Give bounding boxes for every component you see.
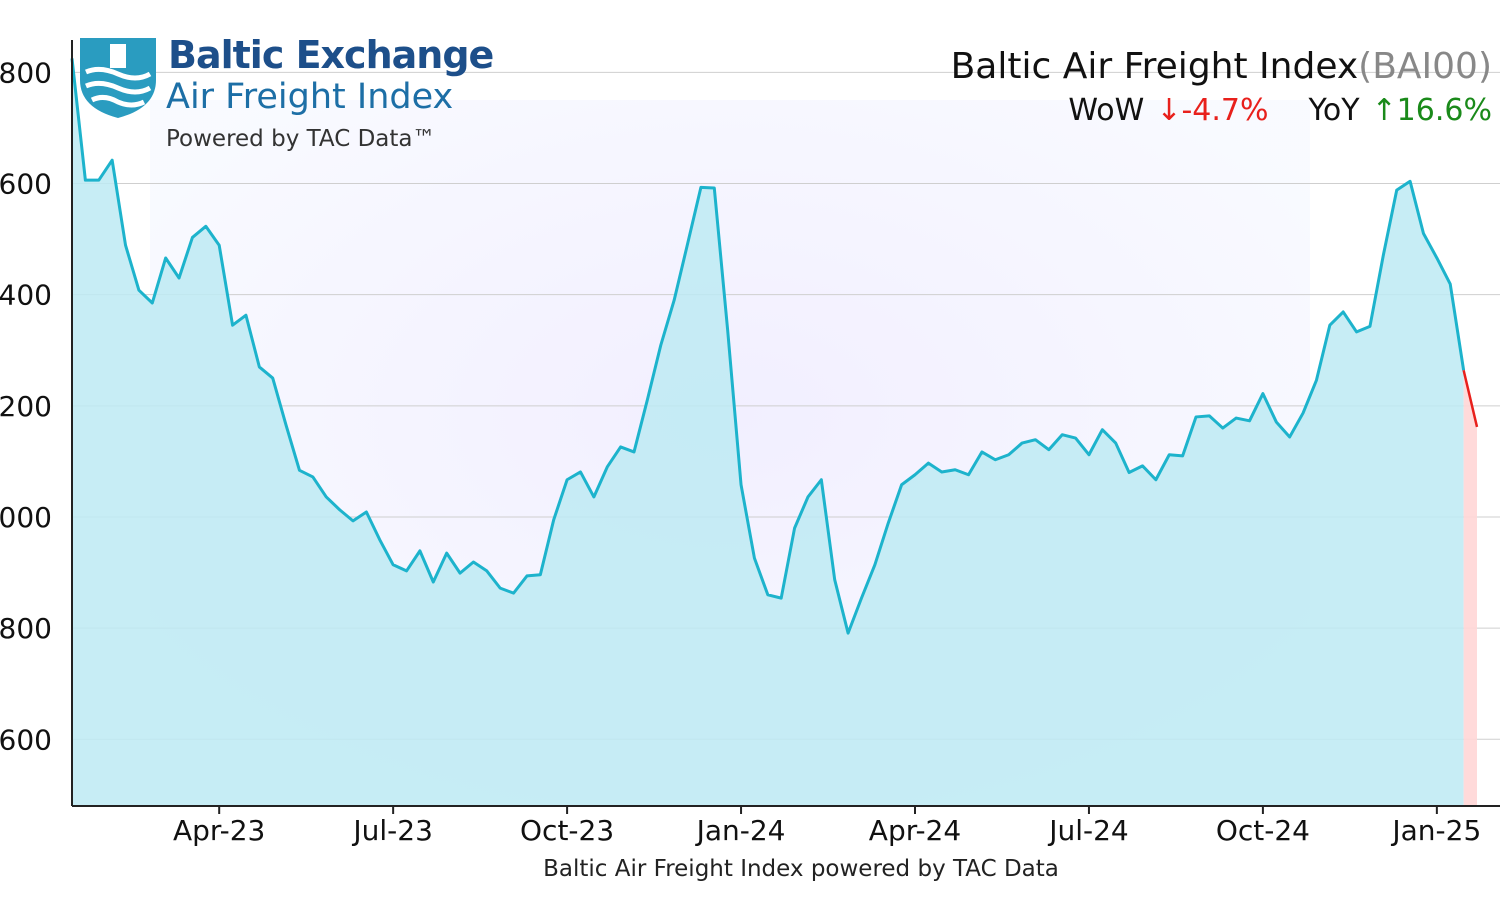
change-area [1463, 370, 1477, 806]
changes: WoW ↓-4.7% YoY ↑16.6% [1068, 93, 1492, 128]
x-tick-label: Apr-24 [869, 814, 961, 847]
x-tick-label: Jan-24 [695, 814, 786, 847]
ticks: 1600 1800 2000 2200 2400 2600 2800 Apr-23 Jul-23… [0, 56, 1481, 847]
x-tick-label: Jul-24 [1047, 814, 1129, 847]
logo: Baltic Exchange Air Freight Index Powere… [80, 33, 494, 152]
y-tick-label: 2200 [0, 390, 52, 423]
yoy-label: YoY [1308, 93, 1361, 128]
x-tick-label: Jan-25 [1390, 814, 1481, 847]
title-text: Baltic Air Freight Index [951, 46, 1359, 87]
y-tick-label: 2600 [0, 168, 52, 201]
chart-title: Baltic Air Freight Index(BAI00) [951, 46, 1492, 87]
y-tick-label: 2800 [0, 56, 52, 89]
wow-label: WoW [1068, 93, 1144, 128]
logo-subtitle: Air Freight Index [166, 77, 453, 117]
y-tick-label: 2000 [0, 501, 52, 534]
y-tick-label: 1600 [0, 723, 52, 756]
change-line [1462, 369, 1479, 428]
logo-credit: Powered by TAC Data™ [166, 126, 436, 152]
x-tick-label: Oct-23 [520, 814, 614, 847]
line [70, 58, 1466, 635]
y-tick-label: 1800 [0, 612, 52, 645]
logo-waves [85, 66, 152, 108]
x-axis-label: Baltic Air Freight Index powered by TAC … [543, 856, 1059, 882]
x-tick-label: Apr-23 [173, 814, 265, 847]
logo-tower [110, 44, 126, 68]
logo-title: Baltic Exchange [168, 33, 493, 77]
y-tick-label: 2400 [0, 279, 52, 312]
plot [70, 58, 1479, 807]
area [72, 58, 1464, 807]
title-code: (BAI00) [1358, 46, 1492, 87]
x-tick-label: Oct-24 [1216, 814, 1310, 847]
wow-change: ↓-4.7% [1156, 93, 1268, 128]
x-tick-label: Jul-23 [351, 814, 433, 847]
yoy-change: ↑16.6% [1372, 93, 1492, 128]
